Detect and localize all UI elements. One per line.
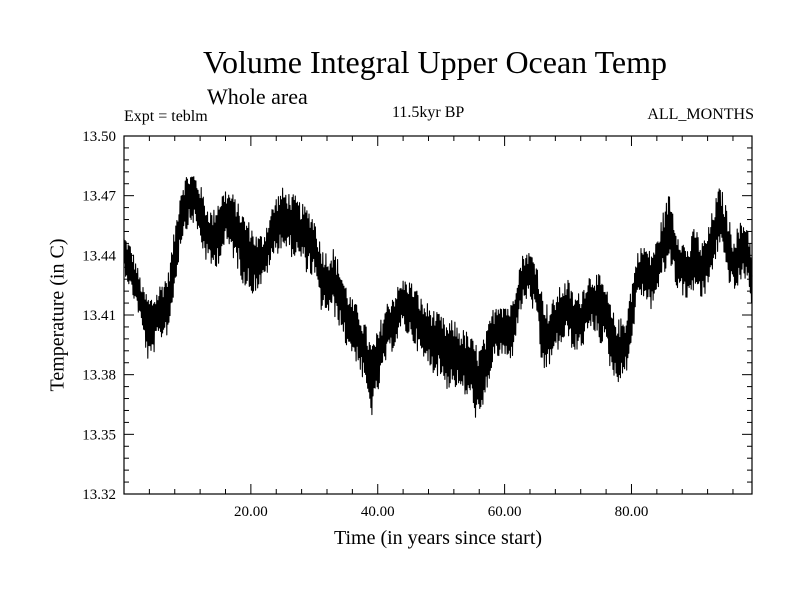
series-line: [123, 176, 753, 418]
x-tick-label: 80.00: [615, 504, 649, 520]
y-tick-label: 13.32: [82, 487, 116, 503]
y-tick-label: 13.44: [82, 248, 116, 264]
y-tick-label: 13.47: [82, 189, 116, 205]
y-tick-label: 13.41: [82, 308, 116, 324]
chart-title: Volume Integral Upper Ocean Temp: [203, 44, 667, 80]
y-tick-label: 13.35: [82, 427, 116, 443]
months-label: ALL_MONTHS: [647, 106, 754, 123]
x-tick-label: 20.00: [234, 504, 268, 520]
x-tick-label: 60.00: [488, 504, 522, 520]
experiment-label: Expt = teblm: [124, 108, 208, 125]
chart-subtitle: Whole area: [207, 84, 308, 109]
series-group: [123, 176, 753, 418]
tick-labels: 20.00 40.00 60.00 80.00 13.32 13.35 13.38 13.41…: [82, 129, 648, 520]
axis-ticks: [124, 136, 752, 494]
y-tick-label: 13.38: [82, 368, 116, 384]
period-label: 11.5kyr BP: [392, 104, 465, 121]
x-axis-title: Time (in years since start): [333, 527, 543, 549]
y-tick-label: 13.50: [82, 129, 116, 145]
x-tick-label: 40.00: [361, 504, 395, 520]
